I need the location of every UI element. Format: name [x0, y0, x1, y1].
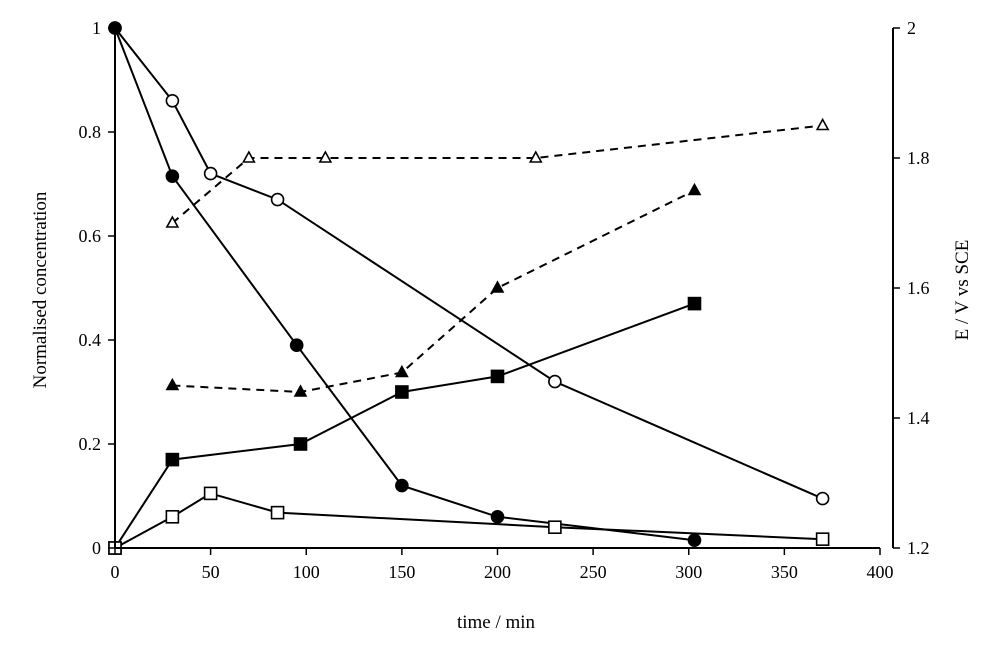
- y-tick-label: 0.8: [79, 122, 102, 142]
- y-tick-label: 0: [92, 538, 101, 558]
- series-1-point: [490, 509, 505, 524]
- x-tick-label: 300: [675, 562, 702, 582]
- series-2-point: [165, 452, 180, 467]
- series-5-point: [687, 182, 702, 196]
- series-0-point: [815, 491, 830, 506]
- x-ticks: 0 50 100 150 200 250 300 350 400: [111, 548, 894, 582]
- series-5-point: [395, 364, 409, 378]
- series-1-point: [289, 338, 304, 353]
- series-0-point: [203, 166, 218, 181]
- series-0-line: [114, 27, 824, 500]
- series-3-point: [815, 532, 830, 546]
- x-tick-label: 250: [580, 562, 607, 582]
- series-1-point: [165, 169, 180, 183]
- series-3-point: [165, 509, 180, 524]
- y2-tick-label: 1.8: [907, 148, 930, 168]
- x-tick-label: 0: [111, 562, 120, 582]
- series-1-line: [114, 27, 695, 542]
- x-tick-label: 150: [388, 562, 415, 582]
- series-2-point: [687, 296, 702, 311]
- series-1-point: [687, 533, 702, 548]
- series-2-point: [395, 385, 409, 399]
- x-tick-label: 200: [484, 562, 511, 582]
- y2-ticks: 1.2 1.4 1.6 1.8 2: [893, 18, 930, 558]
- axes: [114, 28, 894, 549]
- plot-lines: [114, 27, 824, 549]
- series-4-line: [171, 124, 823, 224]
- series-0-point: [165, 94, 180, 108]
- series-4-point: [528, 150, 543, 163]
- series-4-point: [165, 215, 180, 228]
- series-4-point: [318, 150, 333, 163]
- x-tick-label: 100: [293, 562, 320, 582]
- series-3-point: [203, 486, 218, 501]
- y-axis-title: Normalised concentration: [30, 191, 51, 388]
- x-axis-title: time / min: [457, 612, 536, 633]
- y-tick-label: 0.6: [79, 226, 102, 246]
- series-3-point: [270, 505, 285, 520]
- y-tick-label: 0.2: [79, 434, 102, 454]
- series-3-line: [114, 492, 823, 549]
- y-tick-label: 1: [92, 18, 101, 38]
- y2-tick-label: 2: [907, 18, 916, 38]
- series-3-point: [548, 520, 562, 535]
- x-tick-label: 350: [771, 562, 798, 582]
- series-5-point: [293, 384, 308, 397]
- series-0-point: [270, 192, 285, 207]
- x-tick-label: 400: [867, 562, 894, 582]
- y2-tick-label: 1.2: [907, 538, 930, 558]
- series-5-point: [165, 377, 180, 391]
- y2-axis-title: E / V vs SCE: [952, 240, 973, 341]
- y2-tick-label: 1.4: [907, 408, 930, 428]
- series-4-point: [242, 150, 256, 163]
- series-5-line: [172, 189, 695, 394]
- series-2-point: [293, 437, 308, 451]
- y2-tick-label: 1.6: [907, 278, 930, 298]
- y-tick-label: 0.4: [79, 330, 102, 350]
- series-2-point: [490, 369, 505, 384]
- series-2-line: [114, 302, 695, 549]
- series-1-point: [395, 478, 409, 493]
- plot-markers: [108, 21, 830, 555]
- x-tick-label: 50: [202, 562, 220, 582]
- series-4-point: [815, 117, 830, 131]
- series-5-point: [490, 280, 505, 293]
- series-0-point: [548, 374, 562, 389]
- y-ticks: 0 0.2 0.4 0.6 0.8 1: [79, 18, 115, 558]
